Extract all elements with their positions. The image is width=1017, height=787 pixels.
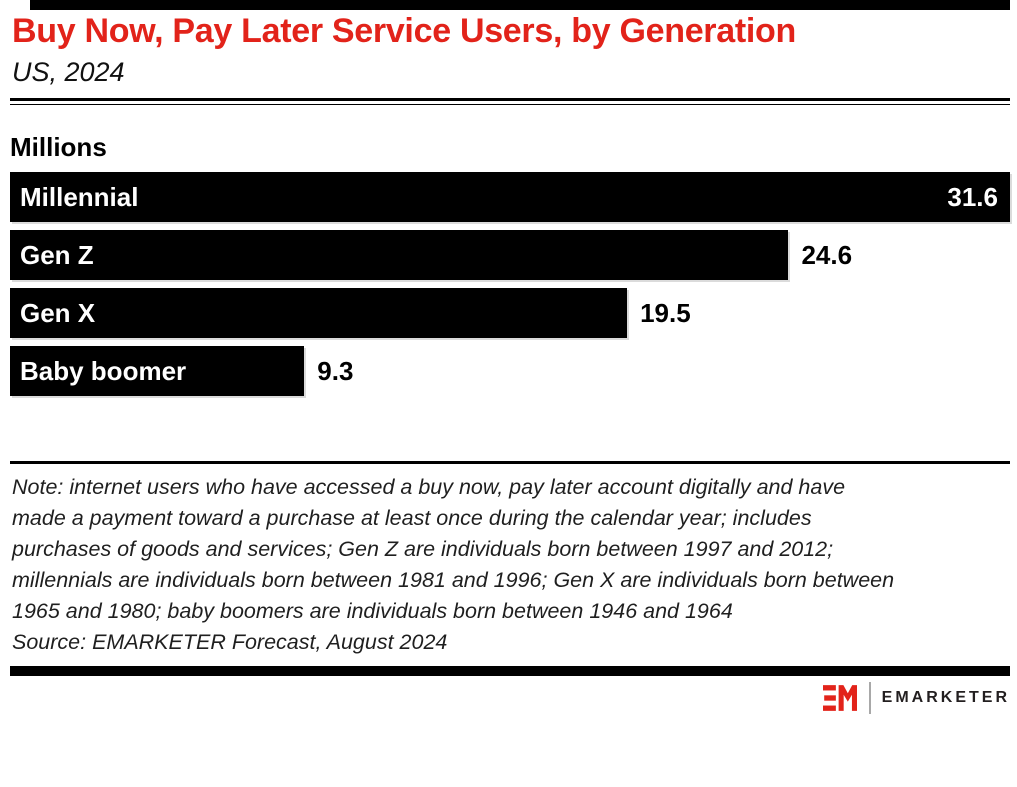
bar-baby-boomer: Baby boomer — [10, 346, 305, 396]
chart-subtitle: US, 2024 — [12, 57, 125, 87]
bar-value-label: 31.6 — [947, 182, 998, 212]
bar-row-baby-boomer: Baby boomer 9.3 — [10, 346, 1010, 396]
bar-row-millennial: Millennial 31.6 — [10, 172, 1010, 222]
bar-category-label: Gen Z — [20, 239, 94, 270]
top-accent-bar — [30, 0, 1010, 10]
title-divider-rule — [10, 98, 1010, 105]
em-monogram-icon — [822, 685, 857, 711]
bar-category-label: Baby boomer — [20, 355, 187, 386]
bar-row-gen-x: Gen X 19.5 — [10, 288, 1010, 338]
bar-millennial: Millennial 31.6 — [10, 172, 1010, 222]
units-label: Millions — [10, 132, 107, 162]
bar-row-gen-z: Gen Z 24.6 — [10, 230, 1010, 280]
footnote-block: Note: internet users who have accessed a… — [12, 472, 1010, 658]
logo-wordmark: EMARKETER — [881, 689, 1010, 706]
footnote-divider-rule — [10, 461, 1010, 464]
bar-value-label: 9.3 — [317, 355, 354, 386]
bar-value-label: 24.6 — [801, 239, 853, 270]
emarketer-logo: EMARKETER — [822, 681, 1010, 715]
logo-divider — [868, 682, 871, 714]
note-text: Note: internet users who have accessed a… — [12, 475, 895, 623]
source-text: Source: EMARKETER Forecast, August 2024 — [12, 630, 448, 654]
bottom-accent-bar — [10, 666, 1010, 676]
bar-gen-z: Gen Z — [10, 230, 789, 280]
bar-chart: Millennial 31.6 Gen Z 24.6 Gen X 19.5 Ba… — [10, 172, 1010, 404]
chart-title: Buy Now, Pay Later Service Users, by Gen… — [12, 12, 796, 50]
bar-category-label: Millennial — [20, 181, 139, 212]
bar-gen-x: Gen X — [10, 288, 628, 338]
bar-category-label: Gen X — [20, 297, 96, 328]
bar-value-label: 19.5 — [640, 297, 691, 328]
